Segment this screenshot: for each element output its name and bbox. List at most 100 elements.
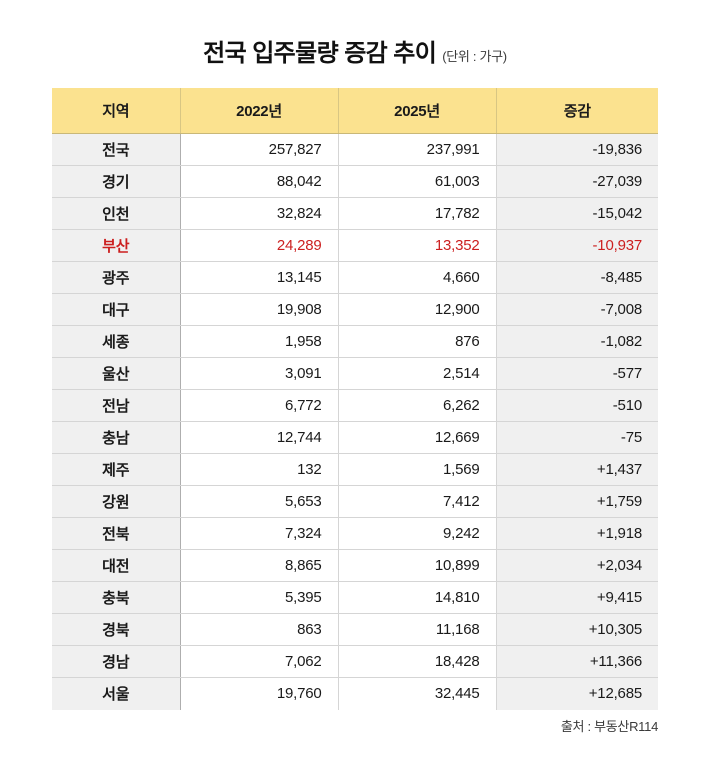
cell-change-value: +2,034 — [496, 549, 658, 582]
cell-change-value: -7,008 — [496, 293, 658, 326]
cell-2022-value: 132 — [180, 453, 339, 486]
cell-2025-value: 13,352 — [338, 229, 497, 262]
cell-2022-value: 1,958 — [180, 325, 339, 358]
cell-2025-value: 11,168 — [338, 613, 497, 646]
cell-change-value: +12,685 — [496, 677, 658, 710]
table-row: 전국 257,827 237,991 -19,836 — [52, 133, 658, 166]
cell-change-value: +1,437 — [496, 453, 658, 486]
cell-2025-value: 18,428 — [338, 645, 497, 678]
cell-2025-value: 12,669 — [338, 421, 497, 454]
cell-2022-value: 19,908 — [180, 293, 339, 326]
cell-change-value: -75 — [496, 421, 658, 454]
table-row: 인천 32,824 17,782 -15,042 — [52, 197, 658, 230]
cell-2022-value: 32,824 — [180, 197, 339, 230]
cell-region: 충남 — [52, 421, 181, 454]
cell-region: 부산 — [52, 229, 181, 262]
table-row: 서울 19,760 32,445 +12,685 — [52, 677, 658, 710]
cell-change-value: -10,937 — [496, 229, 658, 262]
cell-2025-value: 4,660 — [338, 261, 497, 294]
cell-2022-value: 5,395 — [180, 581, 339, 614]
cell-region: 전남 — [52, 389, 181, 422]
cell-2022-value: 7,324 — [180, 517, 339, 550]
cell-region: 서울 — [52, 677, 181, 710]
cell-2022-value: 3,091 — [180, 357, 339, 390]
table-body: 전국 257,827 237,991 -19,836 경기 88,042 61,003 -27… — [52, 133, 658, 710]
page-title: 전국 입주물량 증감 추이 (단위 : 가구) — [0, 33, 710, 68]
table-row: 대전 8,865 10,899 +2,034 — [52, 549, 658, 582]
cell-2022-value: 12,744 — [180, 421, 339, 454]
cell-region: 제주 — [52, 453, 181, 486]
cell-change-value: -577 — [496, 357, 658, 390]
cell-change-value: +11,366 — [496, 645, 658, 678]
cell-2022-value: 7,062 — [180, 645, 339, 678]
cell-region: 대구 — [52, 293, 181, 326]
cell-2022-value: 88,042 — [180, 165, 339, 198]
cell-region: 강원 — [52, 485, 181, 518]
cell-2022-value: 8,865 — [180, 549, 339, 582]
table-row: 제주 132 1,569 +1,437 — [52, 453, 658, 486]
cell-change-value: -15,042 — [496, 197, 658, 230]
table-row: 전북 7,324 9,242 +1,918 — [52, 517, 658, 550]
cell-change-value: +1,918 — [496, 517, 658, 550]
data-table-container: 지역 2022년 2025년 증감 전국 257,827 237,991 -19,83… — [52, 88, 658, 710]
cell-change-value: -19,836 — [496, 133, 658, 166]
cell-2025-value: 32,445 — [338, 677, 497, 710]
table-row: 전남 6,772 6,262 -510 — [52, 389, 658, 422]
cell-2022-value: 863 — [180, 613, 339, 646]
cell-change-value: +9,415 — [496, 581, 658, 614]
cell-region: 세종 — [52, 325, 181, 358]
cell-region: 대전 — [52, 549, 181, 582]
table-row: 경북 863 11,168 +10,305 — [52, 613, 658, 646]
table-row: 부산 24,289 13,352 -10,937 — [52, 229, 658, 262]
table-row: 경남 7,062 18,428 +11,366 — [52, 645, 658, 678]
cell-region: 전북 — [52, 517, 181, 550]
cell-region: 인천 — [52, 197, 181, 230]
table-row: 울산 3,091 2,514 -577 — [52, 357, 658, 390]
cell-2025-value: 12,900 — [338, 293, 497, 326]
cell-2025-value: 14,810 — [338, 581, 497, 614]
page-title-text: 전국 입주물량 증감 추이 — [203, 40, 437, 67]
cell-change-value: -1,082 — [496, 325, 658, 358]
cell-region: 광주 — [52, 261, 181, 294]
column-header-region: 지역 — [52, 88, 181, 134]
cell-2025-value: 17,782 — [338, 197, 497, 230]
cell-2022-value: 5,653 — [180, 485, 339, 518]
table-row: 강원 5,653 7,412 +1,759 — [52, 485, 658, 518]
cell-2025-value: 9,242 — [338, 517, 497, 550]
cell-region: 충북 — [52, 581, 181, 614]
cell-change-value: +1,759 — [496, 485, 658, 518]
column-header-2022: 2022년 — [180, 88, 339, 134]
cell-2025-value: 7,412 — [338, 485, 497, 518]
table-header-row: 지역 2022년 2025년 증감 — [52, 88, 658, 134]
cell-2025-value: 876 — [338, 325, 497, 358]
cell-2022-value: 6,772 — [180, 389, 339, 422]
cell-region: 경기 — [52, 165, 181, 198]
cell-change-value: -27,039 — [496, 165, 658, 198]
table-row: 경기 88,042 61,003 -27,039 — [52, 165, 658, 198]
table-row: 충남 12,744 12,669 -75 — [52, 421, 658, 454]
cell-change-value: +10,305 — [496, 613, 658, 646]
cell-change-value: -8,485 — [496, 261, 658, 294]
table-row: 세종 1,958 876 -1,082 — [52, 325, 658, 358]
occupancy-volume-table: 지역 2022년 2025년 증감 전국 257,827 237,991 -19,83… — [52, 88, 658, 710]
cell-2025-value: 1,569 — [338, 453, 497, 486]
column-header-change: 증감 — [496, 88, 658, 134]
table-header: 지역 2022년 2025년 증감 — [52, 88, 658, 134]
cell-2025-value: 6,262 — [338, 389, 497, 422]
table-row: 광주 13,145 4,660 -8,485 — [52, 261, 658, 294]
cell-change-value: -510 — [496, 389, 658, 422]
cell-2022-value: 24,289 — [180, 229, 339, 262]
cell-region: 울산 — [52, 357, 181, 390]
cell-2022-value: 257,827 — [180, 133, 339, 166]
cell-2025-value: 61,003 — [338, 165, 497, 198]
page-title-unit: (단위 : 가구) — [442, 49, 507, 64]
cell-2022-value: 13,145 — [180, 261, 339, 294]
source-note: 출처 : 부동산R114 — [560, 719, 658, 734]
cell-region: 경북 — [52, 613, 181, 646]
cell-2025-value: 237,991 — [338, 133, 497, 166]
cell-region: 전국 — [52, 133, 181, 166]
cell-region: 경남 — [52, 645, 181, 678]
cell-2025-value: 10,899 — [338, 549, 497, 582]
column-header-2025: 2025년 — [338, 88, 497, 134]
